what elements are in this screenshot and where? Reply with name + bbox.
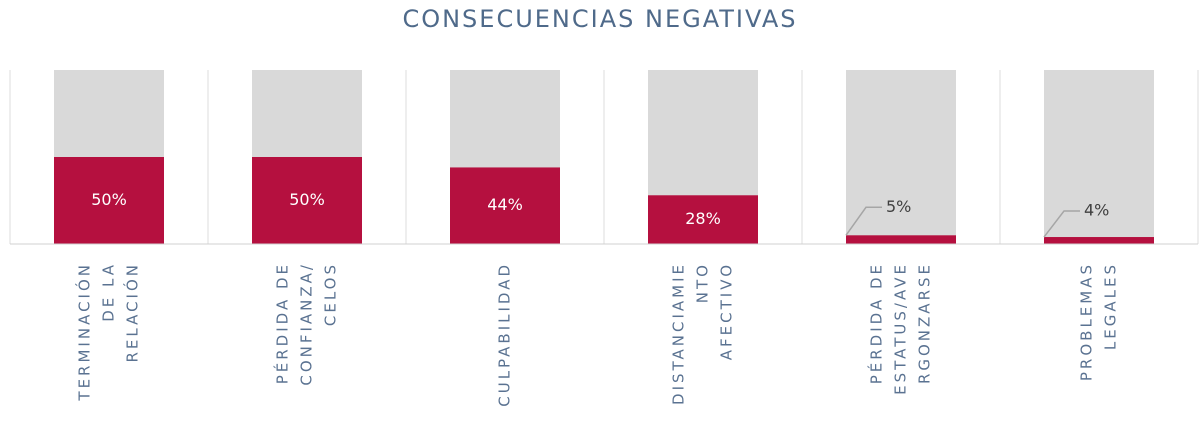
data-label: 50% (91, 190, 127, 209)
x-tick-label: CULPABILIDAD (496, 262, 514, 407)
bar (54, 157, 164, 244)
bar (252, 157, 362, 244)
x-tick-label: DE LA (100, 262, 118, 322)
x-tick-label: NTO (694, 262, 712, 303)
data-label: 50% (289, 190, 325, 209)
x-tick-label: PÉRDIDA DE (273, 262, 292, 384)
bar (846, 235, 956, 244)
x-tick-label: AFECTIVO (718, 262, 736, 360)
x-tick-label: ESTATUS/AVE (892, 262, 910, 395)
x-tick-label: LEGALES (1102, 262, 1120, 350)
leader-line (1043, 210, 1080, 238)
x-tick-label: DISTANCIAMIE (670, 262, 688, 405)
bar (1044, 237, 1154, 244)
x-tick-label: RGONZARSE (916, 262, 934, 384)
x-tick-label: PÉRDIDA DE (867, 262, 886, 384)
x-tick-label: PROBLEMAS (1078, 262, 1096, 381)
bar-track (1044, 70, 1154, 244)
bar (648, 195, 758, 244)
data-label: 28% (685, 209, 721, 228)
data-label: 5% (886, 197, 911, 216)
x-tick-label: CELOS (322, 262, 340, 326)
data-label: 44% (487, 195, 523, 214)
data-label: 4% (1084, 201, 1109, 220)
x-tick-label: RELACIÓN (123, 262, 142, 363)
bar (450, 167, 560, 244)
x-tick-label: CONFIANZA/ (298, 262, 316, 386)
x-tick-label: TERMINACIÓN (75, 262, 94, 402)
leader-line (845, 206, 882, 236)
bar-track (846, 70, 956, 244)
chart-title: CONSECUENCIAS NEGATIVAS (402, 5, 797, 33)
